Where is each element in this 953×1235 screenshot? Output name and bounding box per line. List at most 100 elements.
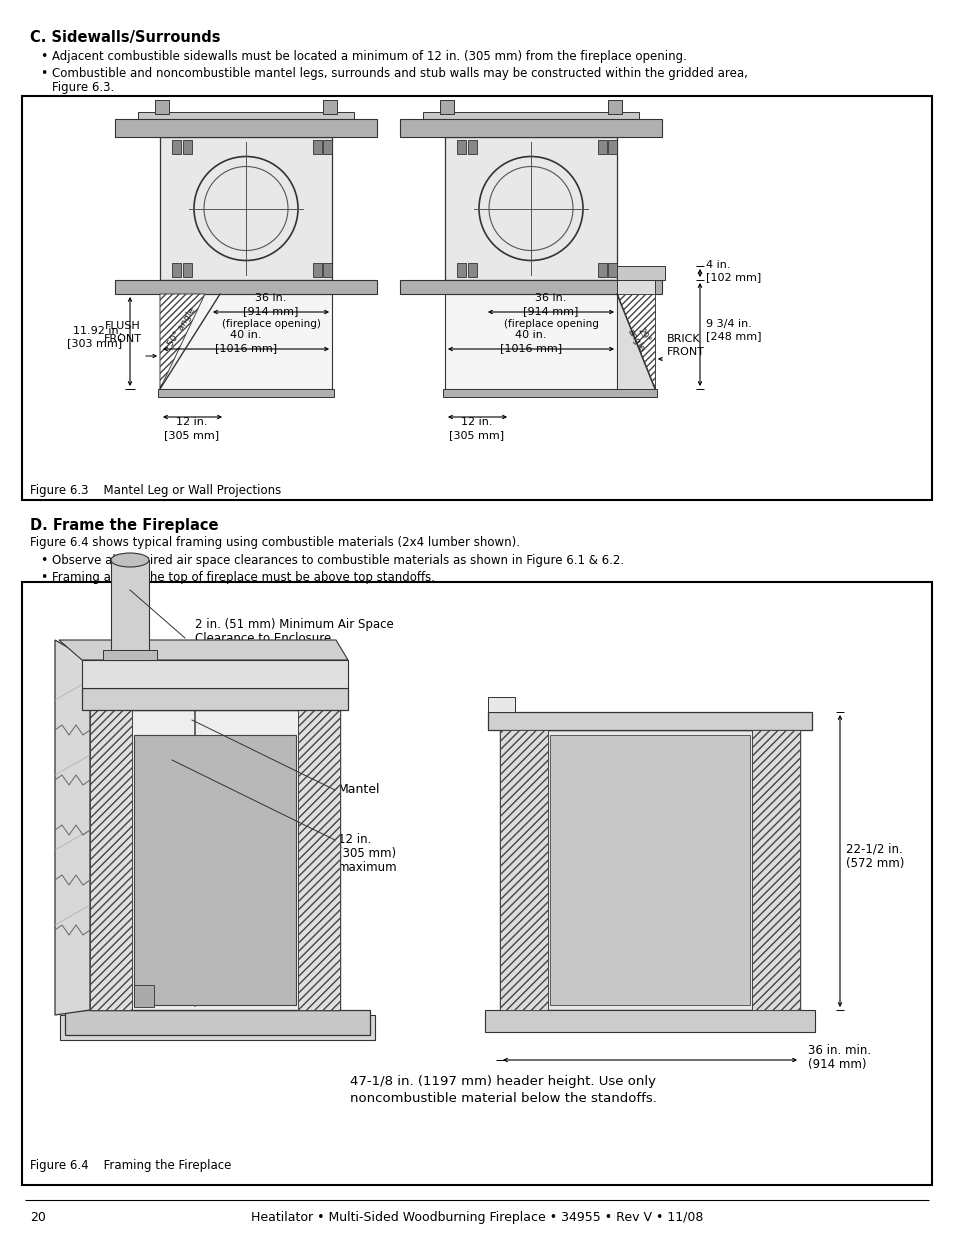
Bar xyxy=(468,263,476,277)
Text: Observe all required air space clearances to combustible materials as shown in F: Observe all required air space clearance… xyxy=(52,555,623,567)
Bar xyxy=(399,280,661,294)
Text: [303 mm]: [303 mm] xyxy=(67,338,122,348)
Text: Mantel: Mantel xyxy=(337,783,380,797)
Text: 40 in.: 40 in. xyxy=(515,330,546,340)
Text: (fireplace opening): (fireplace opening) xyxy=(221,319,320,329)
Text: 36 in.: 36 in. xyxy=(535,293,566,303)
Bar xyxy=(138,112,354,119)
Text: (914 mm): (914 mm) xyxy=(807,1058,865,1071)
Bar xyxy=(323,263,332,277)
Text: 4 in.: 4 in. xyxy=(705,261,730,270)
Bar xyxy=(617,266,664,280)
Polygon shape xyxy=(59,640,348,659)
Bar xyxy=(133,735,295,1005)
Text: [914 mm]: [914 mm] xyxy=(523,306,578,316)
Text: •: • xyxy=(40,49,48,63)
Bar xyxy=(160,137,332,280)
Text: Figure 6.3.: Figure 6.3. xyxy=(52,82,114,94)
Polygon shape xyxy=(160,294,205,389)
Text: Heatilator • Multi-Sided Woodburning Fireplace • 34955 • Rev V • 11/08: Heatilator • Multi-Sided Woodburning Fir… xyxy=(251,1212,702,1224)
Bar xyxy=(60,1015,375,1040)
Bar xyxy=(313,263,322,277)
Bar xyxy=(183,140,192,154)
Bar xyxy=(133,986,153,1007)
Text: [1016 mm]: [1016 mm] xyxy=(214,343,276,353)
Polygon shape xyxy=(55,640,90,1015)
Text: 40 in.: 40 in. xyxy=(230,330,261,340)
Bar xyxy=(444,294,617,389)
Text: (305 mm): (305 mm) xyxy=(337,847,395,860)
Text: [102 mm]: [102 mm] xyxy=(705,272,760,282)
Bar xyxy=(65,1010,370,1035)
Text: FLUSH: FLUSH xyxy=(105,321,141,331)
Bar xyxy=(607,140,617,154)
Text: C. Sidewalls/Surrounds: C. Sidewalls/Surrounds xyxy=(30,30,220,44)
Bar xyxy=(323,100,336,114)
Text: Figure 6.4 shows typical framing using combustible materials (2x4 lumber shown).: Figure 6.4 shows typical framing using c… xyxy=(30,536,519,550)
Bar xyxy=(172,263,181,277)
Text: 36 in. min.: 36 in. min. xyxy=(807,1044,870,1057)
Text: [305 mm]: [305 mm] xyxy=(164,430,219,440)
Text: (fireplace opening: (fireplace opening xyxy=(503,319,598,329)
Bar xyxy=(115,280,376,294)
Bar xyxy=(115,119,376,137)
Bar xyxy=(103,650,157,659)
Bar xyxy=(484,1010,814,1032)
Polygon shape xyxy=(488,697,515,713)
Bar xyxy=(607,263,617,277)
Text: Clearance to Enclosure: Clearance to Enclosure xyxy=(194,632,331,645)
Bar xyxy=(90,710,339,1010)
Bar xyxy=(456,140,465,154)
Text: (572 mm): (572 mm) xyxy=(845,857,903,869)
Text: 29°
angle: 29° angle xyxy=(624,322,654,353)
Text: 20: 20 xyxy=(30,1212,46,1224)
Text: maximum: maximum xyxy=(337,861,397,874)
Text: FRONT: FRONT xyxy=(666,347,704,357)
Bar xyxy=(183,263,192,277)
Text: D. Frame the Fireplace: D. Frame the Fireplace xyxy=(30,517,218,534)
Text: 12 in.: 12 in. xyxy=(176,417,208,427)
Text: 47-1/8 in. (1197 mm) header height. Use only: 47-1/8 in. (1197 mm) header height. Use … xyxy=(350,1074,656,1088)
Text: [305 mm]: [305 mm] xyxy=(449,430,504,440)
Text: 42-1/2 in.: 42-1/2 in. xyxy=(201,827,257,840)
Bar xyxy=(22,582,931,1186)
Text: [1016 mm]: [1016 mm] xyxy=(499,343,561,353)
Text: FRONT: FRONT xyxy=(104,333,142,345)
Bar xyxy=(617,280,655,396)
Bar xyxy=(82,659,348,688)
Bar xyxy=(82,688,348,710)
Text: Framing across the top of fireplace must be above top standoffs.: Framing across the top of fireplace must… xyxy=(52,571,435,584)
Bar xyxy=(488,713,811,730)
Bar xyxy=(598,140,606,154)
Text: noncombustible material below the standoffs.: noncombustible material below the stando… xyxy=(350,1092,657,1105)
Text: •: • xyxy=(40,555,48,567)
Bar xyxy=(550,735,749,1005)
Text: 12 in.: 12 in. xyxy=(337,832,371,846)
Text: [248 mm]: [248 mm] xyxy=(705,331,760,342)
Text: 12 in.: 12 in. xyxy=(460,417,493,427)
Polygon shape xyxy=(617,294,655,389)
Bar xyxy=(468,140,476,154)
Text: BRICK: BRICK xyxy=(666,333,700,345)
Bar xyxy=(297,710,339,1010)
Bar xyxy=(456,263,465,277)
Bar xyxy=(313,140,322,154)
Bar xyxy=(172,140,181,154)
Bar xyxy=(607,100,621,114)
Bar xyxy=(160,294,332,389)
Bar xyxy=(499,730,547,1010)
Bar xyxy=(399,119,661,137)
Text: (1080 mm): (1080 mm) xyxy=(201,841,266,853)
Text: 11.92 in.: 11.92 in. xyxy=(72,326,122,336)
Text: 2 in. (51 mm) Minimum Air Space: 2 in. (51 mm) Minimum Air Space xyxy=(194,618,394,631)
Bar xyxy=(442,389,657,396)
Bar xyxy=(422,112,639,119)
Bar xyxy=(154,100,169,114)
Text: •: • xyxy=(40,571,48,584)
Bar xyxy=(751,730,800,1010)
Text: Figure 6.4    Framing the Fireplace: Figure 6.4 Framing the Fireplace xyxy=(30,1158,232,1172)
Bar xyxy=(22,96,931,500)
Bar xyxy=(111,559,149,659)
Bar xyxy=(598,263,606,277)
Text: 36 in.: 36 in. xyxy=(255,293,287,303)
